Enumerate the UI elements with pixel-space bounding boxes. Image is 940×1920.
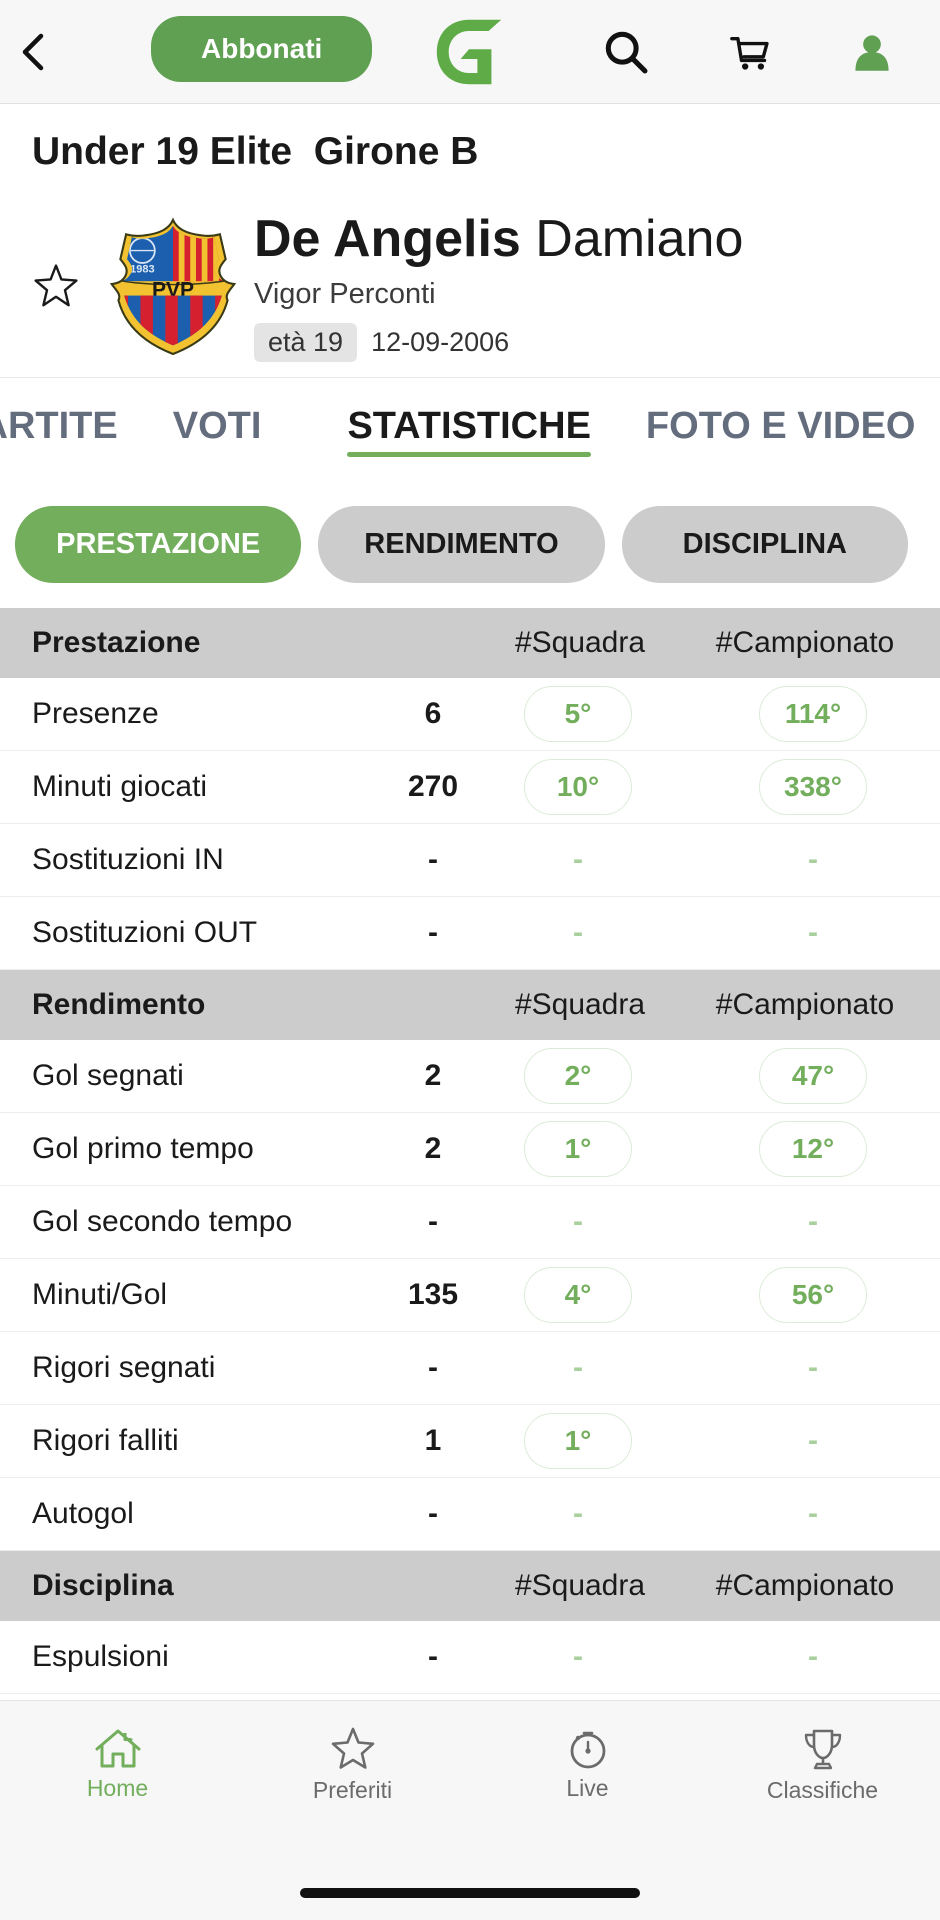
svg-text:1983: 1983 xyxy=(130,264,154,276)
